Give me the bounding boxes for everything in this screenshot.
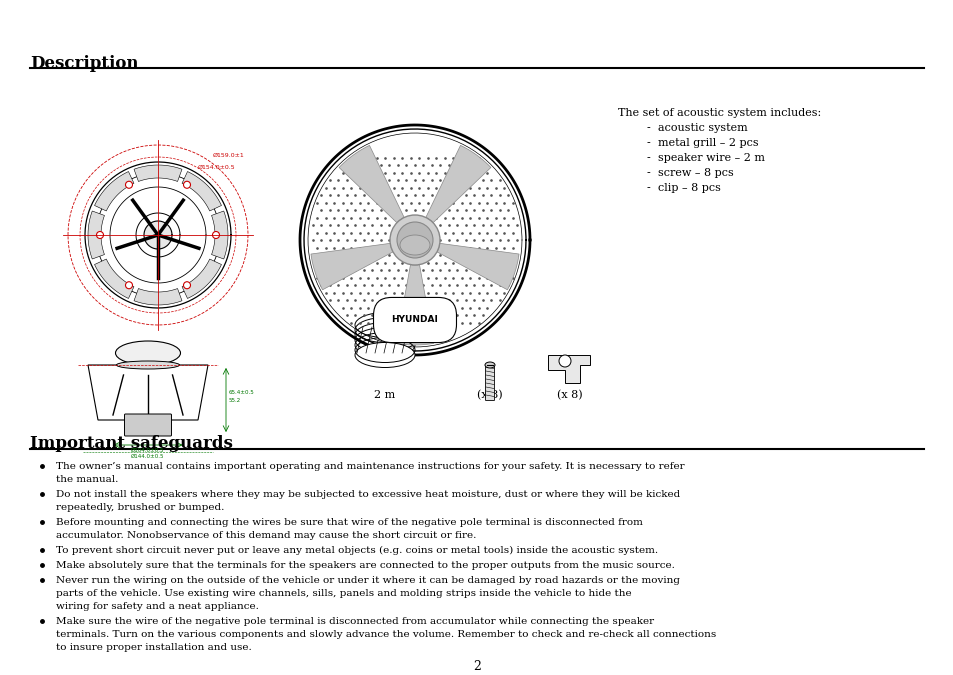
- Circle shape: [558, 355, 571, 367]
- Polygon shape: [182, 259, 221, 298]
- Text: clip – 8 pcs: clip – 8 pcs: [658, 183, 720, 193]
- Text: Important safeguards: Important safeguards: [30, 435, 233, 452]
- Text: wiring for safety and a neat appliance.: wiring for safety and a neat appliance.: [56, 602, 258, 611]
- Polygon shape: [133, 165, 182, 182]
- Text: To prevent short circuit never put or leave any metal objects (e.g. coins or met: To prevent short circuit never put or le…: [56, 546, 658, 555]
- Polygon shape: [88, 365, 208, 420]
- Circle shape: [126, 281, 132, 289]
- Text: parts of the vehicle. Use existing wire channels, sills, panels and molding stri: parts of the vehicle. Use existing wire …: [56, 589, 631, 598]
- Polygon shape: [436, 244, 518, 290]
- Text: the manual.: the manual.: [56, 475, 118, 484]
- Text: Make sure the wire of the negative pole terminal is disconnected from accumulato: Make sure the wire of the negative pole …: [56, 617, 654, 626]
- Polygon shape: [94, 259, 133, 298]
- Circle shape: [396, 222, 433, 258]
- Text: metal grill – 2 pcs: metal grill – 2 pcs: [658, 138, 758, 148]
- Text: repeatedly, brushed or bumped.: repeatedly, brushed or bumped.: [56, 503, 224, 512]
- Text: 55.2: 55.2: [229, 398, 241, 403]
- Text: Make absolutely sure that the terminals for the speakers are connected to the pr: Make absolutely sure that the terminals …: [56, 561, 674, 570]
- Text: -: -: [645, 168, 649, 178]
- Ellipse shape: [355, 342, 415, 367]
- Text: The owner’s manual contains important operating and maintenance instructions for: The owner’s manual contains important op…: [56, 462, 684, 471]
- Circle shape: [96, 232, 103, 238]
- Text: Ø104.0±0.5: Ø104.0±0.5: [132, 448, 165, 453]
- Circle shape: [183, 182, 191, 188]
- Ellipse shape: [116, 361, 179, 369]
- Text: (x 8): (x 8): [476, 390, 502, 400]
- Text: (x 8): (x 8): [557, 390, 582, 400]
- Text: -: -: [645, 123, 649, 133]
- Text: acoustic system: acoustic system: [658, 123, 747, 133]
- Text: -: -: [645, 153, 649, 163]
- Polygon shape: [88, 211, 104, 259]
- Text: speaker wire – 2 m: speaker wire – 2 m: [658, 153, 764, 163]
- Polygon shape: [425, 145, 491, 223]
- Ellipse shape: [115, 341, 180, 365]
- Circle shape: [183, 281, 191, 289]
- Text: Do not install the speakers where they may be subjected to excessive heat moistu: Do not install the speakers where they m…: [56, 490, 679, 499]
- Polygon shape: [311, 244, 393, 290]
- Text: 2 m: 2 m: [374, 390, 395, 400]
- Polygon shape: [94, 171, 133, 211]
- Text: accumulator. Nonobservance of this demand may cause the short circuit or fire.: accumulator. Nonobservance of this deman…: [56, 531, 476, 540]
- Text: Never run the wiring on the outside of the vehicle or under it where it can be d: Never run the wiring on the outside of t…: [56, 576, 679, 585]
- Text: to insure proper installation and use.: to insure proper installation and use.: [56, 643, 252, 652]
- Text: Description: Description: [30, 55, 138, 72]
- Text: Ø159.0±1: Ø159.0±1: [213, 153, 245, 158]
- Text: HYUNDAI: HYUNDAI: [391, 315, 438, 325]
- Polygon shape: [395, 265, 434, 345]
- Ellipse shape: [399, 235, 430, 255]
- Text: 65.4±0.5: 65.4±0.5: [229, 390, 254, 395]
- Circle shape: [213, 232, 219, 238]
- Polygon shape: [212, 211, 228, 259]
- Polygon shape: [338, 145, 404, 223]
- Polygon shape: [182, 171, 221, 211]
- Ellipse shape: [484, 362, 495, 368]
- Polygon shape: [133, 288, 182, 305]
- Text: screw – 8 pcs: screw – 8 pcs: [658, 168, 733, 178]
- Circle shape: [126, 182, 132, 188]
- FancyBboxPatch shape: [485, 364, 494, 400]
- Text: Ø144.0±0.5: Ø144.0±0.5: [132, 454, 165, 459]
- Text: -: -: [645, 183, 649, 193]
- FancyBboxPatch shape: [125, 414, 172, 436]
- Text: Before mounting and connecting the wires be sure that wire of the negative pole : Before mounting and connecting the wires…: [56, 518, 642, 527]
- Polygon shape: [547, 355, 589, 383]
- Circle shape: [390, 215, 439, 265]
- Text: terminals. Turn on the various components and slowly advance the volume. Remembe: terminals. Turn on the various component…: [56, 630, 716, 639]
- Text: Ø154.0±0.5: Ø154.0±0.5: [198, 165, 235, 170]
- Text: -: -: [645, 138, 649, 148]
- Text: 2: 2: [473, 660, 480, 673]
- Text: The set of acoustic system includes:: The set of acoustic system includes:: [618, 108, 821, 118]
- Circle shape: [144, 221, 172, 249]
